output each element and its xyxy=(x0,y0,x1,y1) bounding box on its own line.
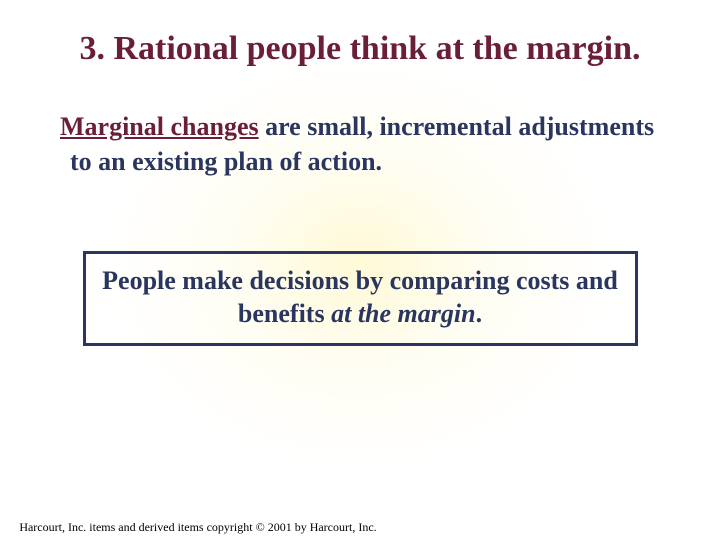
callout-emphasis: at the margin xyxy=(331,299,475,328)
slide-container: 3. Rational people think at the margin. … xyxy=(0,0,720,540)
slide-title: 3. Rational people think at the margin. xyxy=(50,28,670,71)
term-marginal-changes: Marginal changes xyxy=(60,112,259,141)
definition-text: Marginal changes are small, incremental … xyxy=(60,109,670,179)
copyright-footer: Harcourt, Inc. items and derived items c… xyxy=(8,520,388,534)
callout-suffix: . xyxy=(476,299,483,328)
callout-box: People make decisions by comparing costs… xyxy=(83,251,638,347)
